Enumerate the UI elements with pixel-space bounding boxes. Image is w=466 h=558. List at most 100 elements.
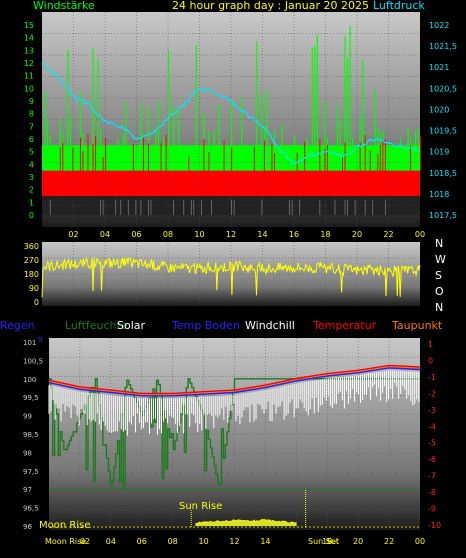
- humidity-axis-tick: 96,5: [23, 505, 39, 513]
- direction-axis-tick: 180: [24, 270, 39, 279]
- humidity-axis-tick: 97,5: [23, 468, 39, 476]
- wind-panel: 01234567891011121314151017,510181018,510…: [24, 12, 457, 239]
- sun-set-axis-label: Sun Set: [308, 537, 339, 546]
- moon-rise-label: Moon Rise: [39, 520, 90, 531]
- wind-x-tick: 14: [257, 230, 267, 239]
- temp-axis-tick: -3: [428, 406, 436, 415]
- temp-axis-tick: -6: [428, 455, 436, 464]
- graph-title: 24 hour graph day : Januar 20 2025: [172, 0, 369, 12]
- pressure-axis-tick: 1022: [429, 21, 449, 30]
- wind-axis-tick: 2: [29, 186, 34, 195]
- temp-axis-tick: -5: [428, 439, 436, 448]
- pressure-axis-tick: 1018: [429, 190, 449, 199]
- wind-axis-tick: 3: [29, 173, 34, 182]
- temp-axis-tick: 0: [428, 356, 433, 365]
- temp-axis-tick: -7: [428, 472, 436, 481]
- temp-axis-tick: -10: [428, 521, 441, 530]
- wind-x-tick: 20: [352, 230, 362, 239]
- wind-axis-tick: 5: [29, 148, 34, 157]
- temp-axis-tick: -9: [428, 505, 436, 514]
- compass-label: W: [435, 253, 446, 266]
- legend-taupunkt: Taupunkt: [391, 319, 443, 332]
- wind-x-tick: 00: [415, 230, 425, 239]
- wind-x-tick: 06: [131, 230, 141, 239]
- humidity-axis-tick: 98,5: [23, 431, 39, 439]
- legend-temp-boden: Temp Boden: [171, 319, 240, 332]
- wind-x-tick: 22: [383, 230, 393, 239]
- wind-axis-tick: 12: [24, 59, 34, 68]
- temp-axis-tick: -8: [428, 488, 436, 497]
- temp-x-tick: 18: [322, 537, 332, 546]
- wind-x-tick: 16: [289, 230, 299, 239]
- wind-axis-tick: 7: [29, 122, 34, 131]
- temp-x-tick: 04: [106, 537, 116, 546]
- temp-x-tick: 20: [353, 537, 363, 546]
- solar-area: [195, 519, 297, 527]
- legend-luftfeuchte: Luftfeuchte: [65, 319, 128, 332]
- wind-axis-tick: 6: [29, 135, 34, 144]
- pressure-axis-tick: 1020,5: [429, 84, 457, 93]
- wind-axis-tick: 15: [24, 21, 34, 30]
- direction-line: [41, 256, 421, 298]
- temp-x-tick: 10: [198, 537, 208, 546]
- compass-label: O: [435, 285, 444, 298]
- windstaerke-label: Windstärke: [33, 0, 95, 12]
- temp-x-tick: 02: [80, 537, 90, 546]
- pressure-axis-tick: 1017,5: [429, 211, 457, 220]
- temp-x-tick: 12: [229, 537, 239, 546]
- pressure-axis-tick: 1018,5: [429, 169, 457, 178]
- legend-solar: Solar: [117, 319, 146, 332]
- humidity-line: [49, 378, 420, 490]
- wind-axis-tick: 1: [29, 198, 34, 207]
- wind-x-tick: 18: [320, 230, 330, 239]
- wind-axis-tick: 9: [29, 97, 34, 106]
- wind-axis-tick: 11: [24, 72, 34, 81]
- humidity-axis-tick: 100,5: [23, 357, 43, 365]
- wind-x-tick: 08: [163, 230, 173, 239]
- wind-axis-tick: 0: [29, 211, 34, 220]
- humidity-axis-tick: 101: [23, 339, 36, 347]
- temp-x-tick: 00: [415, 537, 425, 546]
- temp-x-tick: 06: [137, 537, 147, 546]
- direction-axis-tick: 270: [24, 256, 39, 265]
- direction-axis-tick: 90: [29, 284, 39, 293]
- legend-regen: Regen: [0, 319, 35, 332]
- pressure-axis-tick: 1020: [429, 105, 449, 114]
- compass-label: N: [435, 237, 443, 250]
- pressure-axis-tick: 1021: [429, 63, 449, 72]
- direction-axis-tick: 0: [34, 298, 39, 307]
- humidity-axis-tick: 96: [23, 523, 32, 531]
- humidity-axis-tick: 98: [23, 449, 32, 457]
- sun-rise-label: Sun Rise: [179, 501, 222, 512]
- wind-x-tick: 12: [226, 230, 236, 239]
- temp-x-tick: 22: [384, 537, 394, 546]
- temp-axis-tick: -1: [428, 373, 436, 382]
- pressure-line: [41, 62, 421, 165]
- humidity-axis-tick: 99,5: [23, 394, 39, 402]
- wind-axis-tick: 8: [29, 110, 34, 119]
- wind-axis-tick: 13: [24, 46, 34, 55]
- direction-axis-tick: 360: [24, 242, 39, 251]
- compass-label: N: [435, 301, 443, 314]
- set-axis-label: Set: [326, 537, 339, 546]
- pressure-axis-tick: 1021,5: [429, 42, 457, 51]
- temp-x-tick: 08: [168, 537, 178, 546]
- legend-temperatur: Temperatur: [312, 319, 377, 332]
- rain-axis-label: 0: [38, 336, 42, 344]
- temp-axis-tick: -2: [428, 389, 436, 398]
- luftdruck-label: Luftdruck: [373, 0, 425, 12]
- humidity-axis-tick: 97: [23, 486, 32, 494]
- line-temp-boden: [48, 367, 421, 397]
- line-taupunkt: [48, 366, 421, 396]
- pressure-axis-tick: 1019: [429, 148, 449, 157]
- wind-x-tick: 04: [100, 230, 110, 239]
- humidity-axis-tick: 100: [23, 376, 36, 384]
- humidity-axis-tick: 99: [23, 413, 32, 421]
- wind-x-tick: 10: [194, 230, 204, 239]
- wind-axis-tick: 14: [24, 34, 34, 43]
- temp-x-tick: 14: [260, 537, 270, 546]
